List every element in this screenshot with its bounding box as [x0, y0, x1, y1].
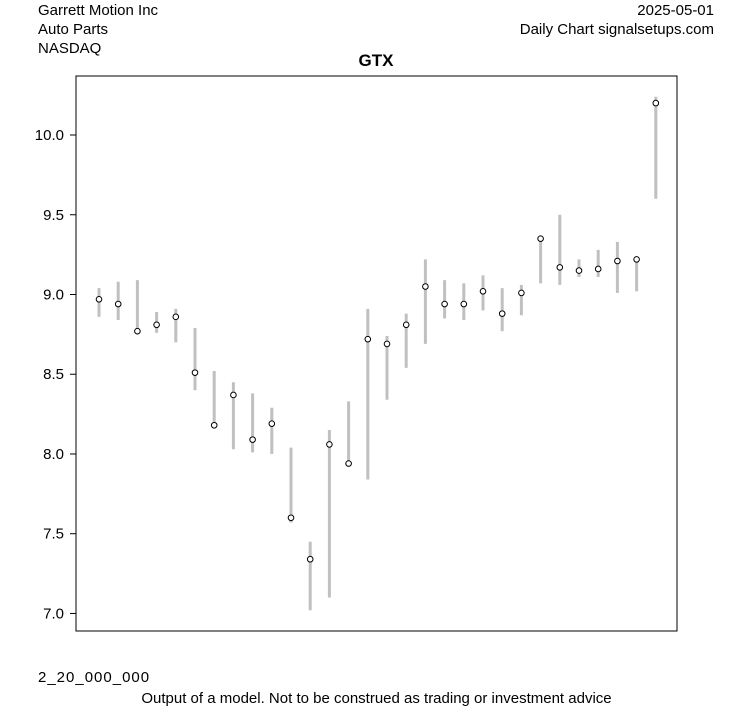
- close-marker: [153, 321, 160, 329]
- close-marker: [441, 300, 448, 308]
- close-marker: [537, 235, 544, 242]
- y-tick-label: 9.5: [43, 207, 64, 224]
- close-marker: [326, 441, 333, 448]
- close-marker: [191, 369, 199, 376]
- close-marker: [422, 283, 429, 290]
- close-marker: [134, 327, 141, 335]
- close-marker: [633, 256, 640, 263]
- disclaimer: Output of a model. Not to be construed a…: [141, 690, 612, 707]
- close-marker: [114, 300, 122, 308]
- chart-source: Daily Chart signalsetups.com: [519, 21, 714, 38]
- close-marker: [460, 300, 468, 308]
- close-marker: [345, 460, 352, 467]
- range-bars: [97, 96, 658, 611]
- y-tick-label: 10.0: [35, 127, 64, 144]
- y-axis: 7.0 7.5 8.0 8.5 9.0 9.5 10.0: [35, 127, 76, 622]
- y-tick-label: 8.0: [43, 446, 64, 463]
- y-tick-label: 8.5: [43, 366, 64, 383]
- close-marker: [172, 313, 180, 321]
- close-marker: [249, 436, 256, 443]
- close-marker: [594, 265, 602, 273]
- close-marker: [402, 321, 410, 329]
- chart-date: 2025-05-01: [637, 2, 714, 19]
- close-marker: [556, 264, 564, 271]
- company-name: Garrett Motion Inc: [38, 2, 159, 19]
- y-tick-label: 7.5: [43, 526, 64, 543]
- close-marker: [383, 340, 391, 348]
- y-tick-label: 9.0: [43, 286, 64, 303]
- close-marker: [306, 555, 314, 563]
- sector-label: Auto Parts: [38, 21, 109, 38]
- close-marker: [498, 310, 506, 317]
- plot-frame: [75, 75, 678, 632]
- close-marker: [518, 289, 525, 297]
- close-marker: [479, 288, 487, 295]
- close-marker: [575, 267, 583, 274]
- exchange-label: NASDAQ: [38, 40, 102, 57]
- close-markers: [95, 99, 660, 563]
- close-marker: [652, 99, 660, 107]
- close-marker: [230, 391, 237, 399]
- close-marker: [210, 421, 218, 429]
- model-code: 2_20_000_000: [38, 669, 151, 686]
- chart-title: GTX: [359, 51, 395, 70]
- y-tick-label: 7.0: [43, 605, 64, 622]
- close-marker: [95, 295, 103, 303]
- close-marker: [614, 257, 621, 265]
- close-marker: [364, 335, 372, 343]
- close-marker: [268, 420, 276, 427]
- close-marker: [287, 514, 295, 522]
